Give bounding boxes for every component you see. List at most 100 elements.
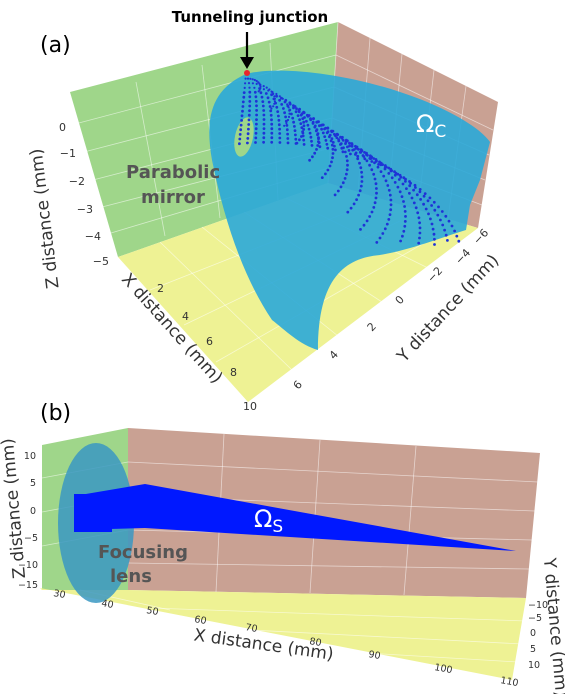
mirror-dot <box>370 160 373 163</box>
mirror-dot <box>321 176 324 179</box>
mirror-dot <box>258 90 260 92</box>
panel-a-z-tick: 0 <box>59 121 66 134</box>
mirror-dot <box>402 230 405 233</box>
mirror-dot <box>441 224 444 227</box>
mirror-dot <box>242 105 245 108</box>
mirror-dot <box>327 130 330 133</box>
mirror-dot <box>267 89 269 91</box>
mirror-dot <box>282 107 285 110</box>
mirror-dot <box>363 157 366 160</box>
mirror-dot <box>308 159 311 162</box>
mirror-dot <box>318 141 321 144</box>
mirror-dot <box>249 78 251 80</box>
panel-b-x-tick: 100 <box>433 662 453 676</box>
mirror-dot <box>360 151 363 154</box>
mirror-dot <box>386 184 389 187</box>
panel-b-z-tick: 10 <box>24 451 36 462</box>
mirror-dot <box>240 119 243 122</box>
mirror-dot <box>355 198 358 201</box>
mirror-dot <box>247 128 250 131</box>
panel-b-z-tick: −15 <box>18 580 38 591</box>
mirror-dot <box>427 213 430 216</box>
mirror-dot <box>414 184 417 187</box>
mirror-dot <box>419 232 422 235</box>
mirror-dot <box>360 148 363 151</box>
mirror-dot <box>358 162 361 165</box>
mirror-dot <box>265 92 268 95</box>
mirror-dot <box>342 181 345 184</box>
mirror-dot <box>429 197 432 200</box>
mirror-dot <box>418 216 421 219</box>
mirror-dot <box>263 85 265 87</box>
mirror-dot <box>448 220 451 223</box>
mirror-dot <box>357 148 360 151</box>
mirror-dot <box>310 140 313 143</box>
panel-a-z-tick: −4 <box>85 230 101 243</box>
mirror-dot <box>289 103 292 106</box>
panel-a-x-tick: 10 <box>243 400 257 413</box>
mirror-dot <box>258 87 260 89</box>
mirror-dot <box>411 197 414 200</box>
mirror-dot <box>348 149 351 152</box>
panel-b-x-tick: 80 <box>308 636 322 649</box>
mirror-dot <box>441 210 444 213</box>
mirror-dot <box>248 82 250 84</box>
mirror-dot <box>416 211 419 214</box>
mirror-dot <box>381 232 384 235</box>
mirror-dot <box>344 151 347 154</box>
mirror-dot <box>417 242 420 245</box>
panel-a-z-tick: −3 <box>77 203 93 216</box>
mirror-dot <box>334 194 337 197</box>
mirror-dot <box>330 130 333 133</box>
mirror-dot <box>340 147 343 150</box>
mirror-dot <box>319 145 322 148</box>
mirror-dot <box>294 138 297 141</box>
mirror-dot <box>366 220 369 223</box>
mirror-dot <box>283 111 286 114</box>
mirror-dot <box>275 93 277 95</box>
mirror-dot <box>413 202 416 205</box>
mirror-dot <box>397 186 400 189</box>
mirror-dot <box>342 150 345 153</box>
panel-b-x-tick: 30 <box>52 588 66 601</box>
mirror-dot <box>263 114 266 117</box>
mirror-dot <box>419 188 422 191</box>
mirror-dot <box>360 185 363 188</box>
mirror-dot <box>379 237 382 240</box>
mirror-dot <box>270 136 273 139</box>
mirror-dot <box>248 119 251 122</box>
mirror-dot <box>278 123 281 126</box>
mirror-dot <box>408 184 411 187</box>
mirror-dot <box>388 189 391 192</box>
mirror-dot <box>278 119 281 122</box>
mirror-dot <box>308 128 311 131</box>
mirror-dot <box>375 197 378 200</box>
mirror-dot <box>391 176 394 179</box>
mirror-dot <box>331 156 334 159</box>
mirror-dot <box>270 114 273 117</box>
mirror-dot <box>408 180 411 183</box>
mirror-dot <box>254 91 257 94</box>
mirror-dot <box>253 87 255 89</box>
mirror-dot <box>366 159 369 162</box>
mirror-dot <box>238 142 241 145</box>
mirror-dot <box>302 135 305 138</box>
mirror-dot <box>270 132 273 135</box>
mirror-dot <box>305 120 308 123</box>
mirror-dot <box>378 161 381 164</box>
panel-b-y-tick: −10 <box>528 600 548 611</box>
mirror-dot <box>322 132 325 135</box>
mirror-dot <box>263 88 265 90</box>
mirror-dot <box>351 145 354 148</box>
panel-b-z-tick: 0 <box>30 506 36 517</box>
mirror-dot <box>285 120 288 123</box>
mirror-dot <box>312 117 315 120</box>
mirror-dot <box>313 152 316 155</box>
mirror-dot <box>446 239 449 242</box>
mirror-dot <box>292 121 295 124</box>
mirror-dot <box>431 223 434 226</box>
mirror-dot <box>286 137 289 140</box>
mirror-dot <box>327 169 330 172</box>
mirror-dot <box>255 100 258 103</box>
mirror-dot <box>243 91 246 94</box>
